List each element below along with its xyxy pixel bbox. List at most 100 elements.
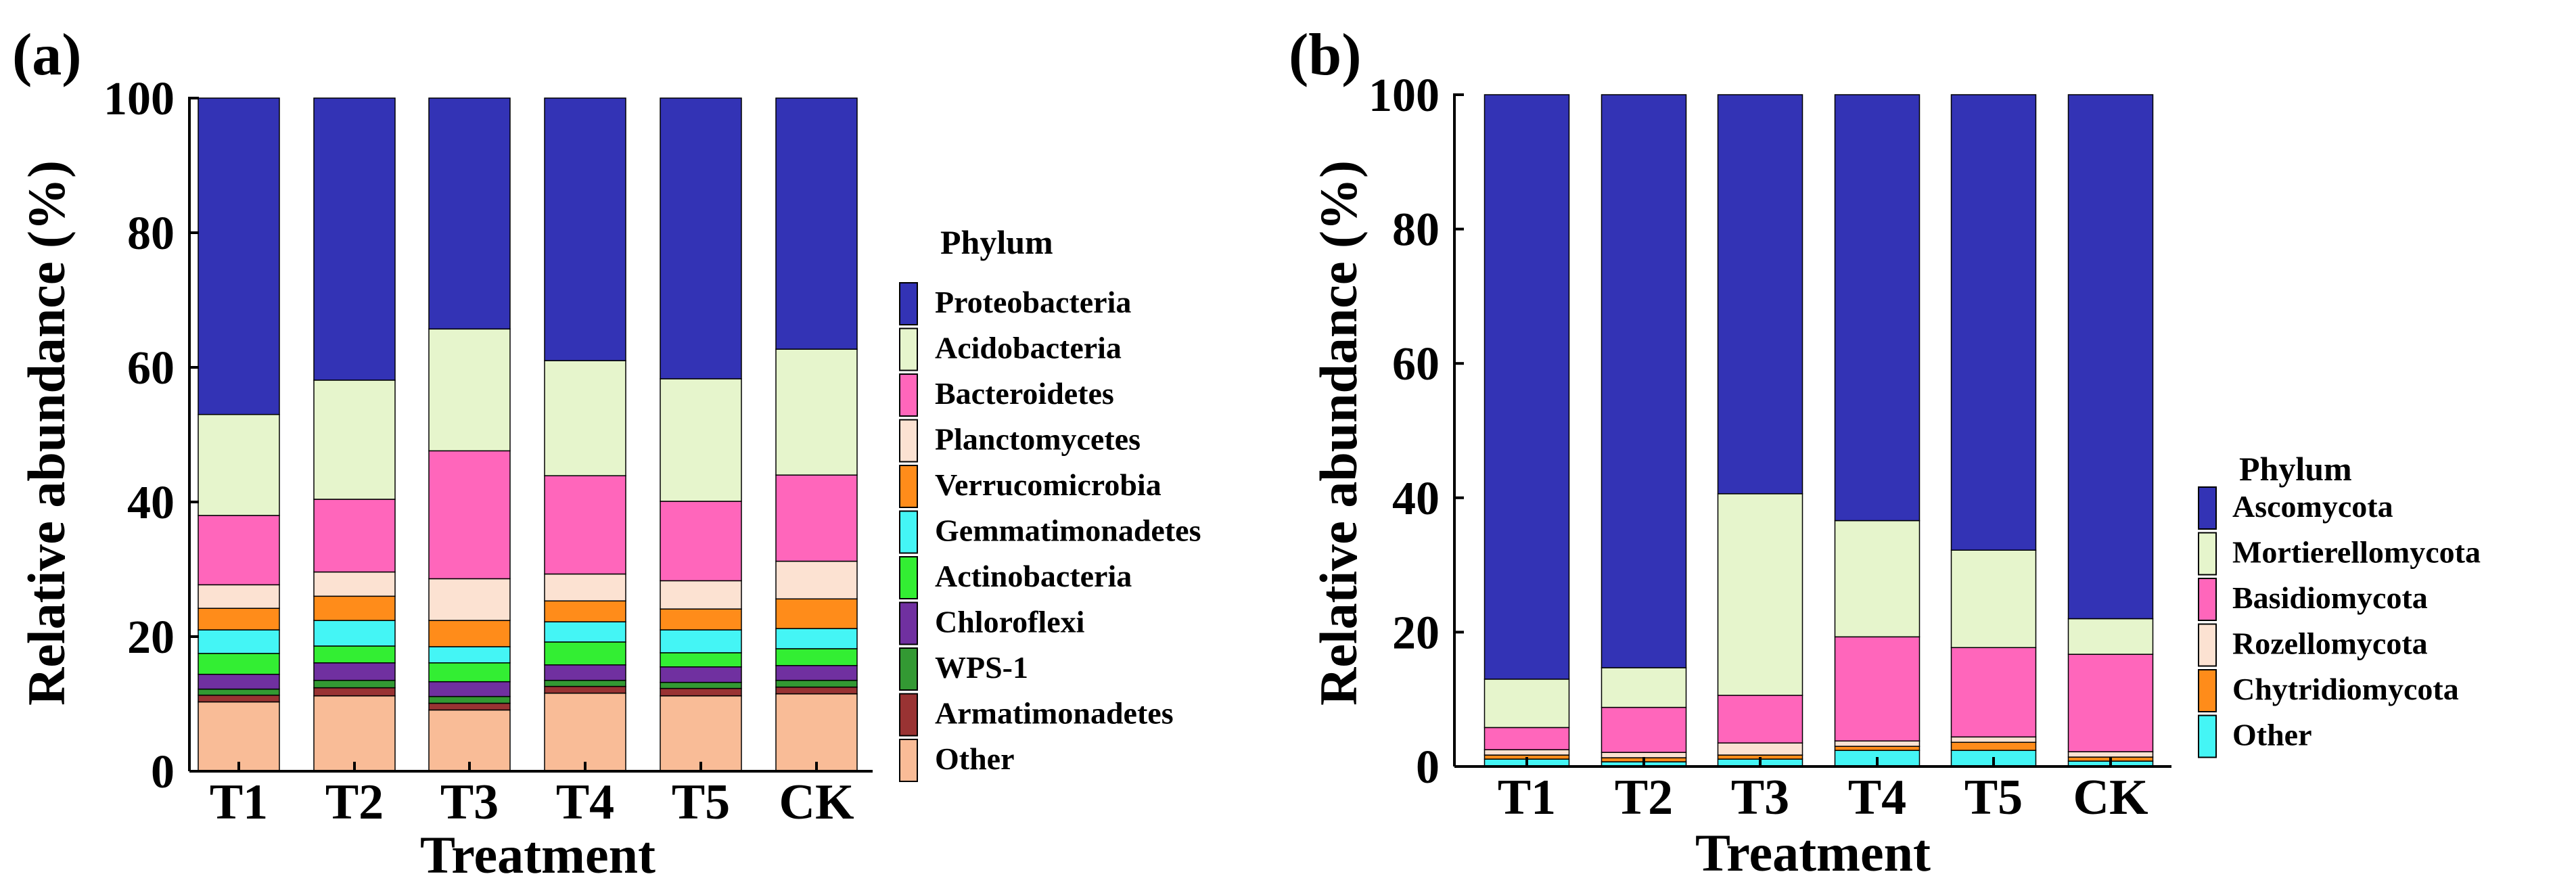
bar-segment-t3-actinobacteria: [428, 662, 511, 683]
legend-label-verrucomicrobia: Verrucomicrobia: [935, 467, 1162, 502]
bar-segment-t1-other: [198, 701, 280, 772]
y-tick-label-100: 100: [1368, 70, 1440, 122]
bar-segment-t4-wps-1: [544, 679, 626, 687]
bar-segment-t2-verrucomicrobia: [313, 595, 396, 621]
bar-segment-t4-bacteroidetes: [544, 475, 626, 575]
bar-segment-t2-wps-1: [313, 679, 396, 689]
bar-segment-t1-acidobacteria: [198, 413, 280, 516]
bar-segment-t5-chloroflexi: [660, 666, 742, 683]
bar-segment-t3-wps-1: [428, 695, 511, 704]
bar-segment-t4-actinobacteria: [544, 641, 626, 666]
bar-segment-ck-basidiomycota: [2067, 654, 2154, 752]
bar-segment-t1-bacteroidetes: [198, 515, 280, 586]
legend-swatch-armatimonadetes: [899, 693, 918, 737]
y-tick-label-0: 0: [151, 746, 175, 798]
y-tick-label-40: 40: [1392, 473, 1440, 525]
x-tick-label-t1: T1: [210, 775, 268, 830]
y-tick-label-20: 20: [127, 612, 175, 664]
x-axis-title: Treatment: [420, 825, 656, 884]
legend-swatch-mortierellomycota: [2198, 532, 2217, 576]
bar-segment-ck-other: [775, 693, 858, 772]
bar-segment-t1-armatimonadetes: [198, 694, 280, 703]
legend-swatch-acidobacteria: [899, 327, 918, 371]
bar-segment-t4-other: [544, 692, 626, 772]
bar-segment-t2-planctomycetes: [313, 571, 396, 597]
bar-segment-t5-ascomycota: [1950, 94, 2037, 551]
y-tick-label-60: 60: [127, 342, 175, 394]
y-tick-label-20: 20: [1392, 607, 1440, 659]
x-axis-title: Treatment: [1695, 823, 1931, 882]
bar-segment-t3-mortierellomycota: [1717, 493, 1803, 696]
bar-segment-t1-chloroflexi: [198, 673, 280, 690]
bar-segment-t2-other: [313, 695, 396, 772]
y-tick-label-40: 40: [127, 477, 175, 529]
legend-label-basidiomycota: Basidiomycota: [2232, 580, 2428, 615]
y-tick-label-80: 80: [127, 208, 175, 260]
legend-swatch-chytridiomycota: [2198, 669, 2217, 712]
legend-title: Phylum: [940, 223, 1053, 261]
legend-label-chloroflexi: Chloroflexi: [935, 605, 1085, 639]
bar-segment-ck-ascomycota: [2067, 94, 2154, 620]
legend-swatch-chloroflexi: [899, 601, 918, 645]
bar-segment-t2-bacteroidetes: [313, 499, 396, 573]
bar-segment-t4-armatimonadetes: [544, 685, 626, 694]
bar-segment-t5-actinobacteria: [660, 652, 742, 668]
bar-segment-t4-verrucomicrobia: [544, 600, 626, 622]
bar-segment-t1-planctomycetes: [198, 584, 280, 609]
x-tick-label-t2: T2: [325, 775, 384, 830]
bar-segment-t5-armatimonadetes: [660, 687, 742, 697]
bar-segment-t3-proteobacteria: [428, 97, 511, 330]
bar-segment-t1-basidiomycota: [1484, 727, 1570, 750]
bar-segment-t3-basidiomycota: [1717, 694, 1803, 743]
legend: Phylum Proteobacteria Acidobacteria Bactero…: [899, 223, 1201, 782]
bar-segment-t5-other: [660, 695, 742, 772]
legend-label-rozellomycota: Rozellomycota: [2232, 626, 2428, 661]
bar-segment-t1-verrucomicrobia: [198, 608, 280, 631]
bar-segment-t3-acidobacteria: [428, 328, 511, 452]
bar-segment-ck-actinobacteria: [775, 648, 858, 666]
legend-title: Phylum: [2239, 450, 2352, 488]
legend-swatch-basidiomycota: [2198, 578, 2217, 621]
bar-segment-t1-proteobacteria: [198, 97, 280, 415]
bar-segment-t5-proteobacteria: [660, 97, 742, 380]
bar-segment-t5-gemmatimonadetes: [660, 629, 742, 654]
bar-segment-ck-rozellomycota: [2067, 751, 2154, 758]
bar-segment-t2-acidobacteria: [313, 380, 396, 500]
y-tick-label-0: 0: [1416, 741, 1440, 794]
x-tick-label-t1: T1: [1498, 770, 1556, 825]
chart-panel-a: (a) Relative abundance (%) 0 20 40 60 80 100 T1 T…: [12, 22, 1201, 884]
bar-segment-t2-actinobacteria: [313, 645, 396, 664]
bar-segment-t3-chloroflexi: [428, 681, 511, 697]
x-tick-label-t3: T3: [440, 775, 499, 830]
bar-segment-t3-verrucomicrobia: [428, 620, 511, 647]
legend-label-other: Other: [935, 741, 1015, 776]
legend-label-other: Other: [2232, 718, 2312, 752]
legend-label-mortierellomycota: Mortierellomycota: [2232, 535, 2481, 570]
bar-segment-t4-mortierellomycota: [1834, 520, 1920, 638]
panel-label: (b): [1289, 22, 1362, 88]
bar-segment-t1-wps-1: [198, 688, 280, 696]
x-tick-label-t3: T3: [1731, 770, 1789, 825]
bar-segment-t5-planctomycetes: [660, 580, 742, 610]
bar-segment-t2-chloroflexi: [313, 662, 396, 681]
bar-segment-t3-other: [428, 709, 511, 772]
bar-segment-t1-gemmatimonadetes: [198, 629, 280, 654]
x-tick-label-ck: CK: [779, 775, 854, 830]
bar-segment-t4-ascomycota: [1834, 94, 1920, 522]
bar-segment-t4-chloroflexi: [544, 664, 626, 681]
y-tick-label-100: 100: [104, 73, 175, 125]
chart-panel-b: (b) Relative abundance (%) 0 20 40 60 80 100 T1 T…: [1289, 22, 2481, 882]
bar-segment-t2-mortierellomycota: [1601, 667, 1687, 708]
legend-label-ascomycota: Ascomycota: [2232, 489, 2393, 524]
legend-label-wps-1: WPS-1: [935, 650, 1028, 685]
bar-segment-ck-chloroflexi: [775, 665, 858, 681]
bar-segment-t5-chytridiomycota: [1950, 741, 2037, 751]
legend-swatch-ascomycota: [2198, 486, 2217, 530]
bar-segment-t4-acidobacteria: [544, 360, 626, 476]
legend-swatch-rozellomycota: [2198, 623, 2217, 667]
bar-segment-t2-proteobacteria: [313, 97, 396, 381]
bar-segment-ck-gemmatimonadetes: [775, 628, 858, 649]
bar-segment-ck-armatimonadetes: [775, 686, 858, 695]
